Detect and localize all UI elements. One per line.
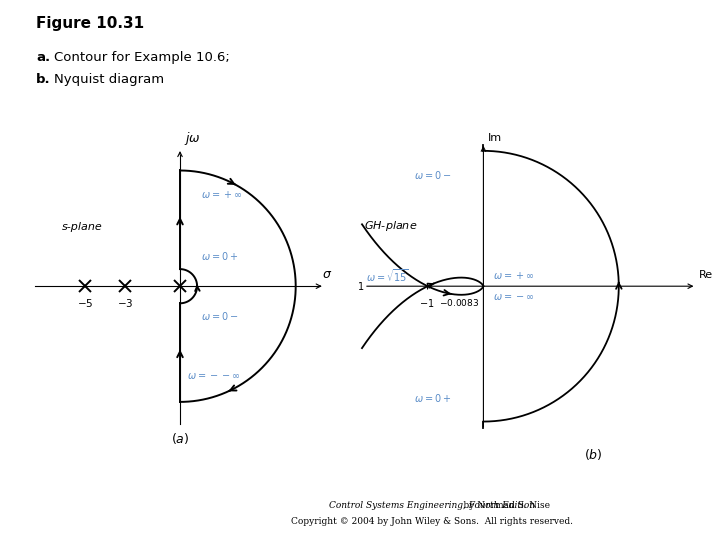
Text: $\omega=0+$: $\omega=0+$: [414, 392, 451, 404]
Text: Nyquist diagram: Nyquist diagram: [54, 73, 164, 86]
Text: $-5$: $-5$: [77, 296, 94, 309]
Text: $j\omega$: $j\omega$: [184, 130, 201, 147]
Text: Contour for Example 10.6;: Contour for Example 10.6;: [54, 51, 230, 64]
Text: $-1$: $-1$: [419, 297, 434, 309]
Text: Figure 10.31: Figure 10.31: [36, 16, 144, 31]
Text: Im: Im: [487, 133, 502, 143]
Text: $\omega=+\infty$: $\omega=+\infty$: [493, 270, 534, 281]
Text: $\omega=+\infty$: $\omega=+\infty$: [201, 188, 242, 200]
Text: $\omega=0-$: $\omega=0-$: [201, 310, 238, 322]
Text: by Norman S. Nise: by Norman S. Nise: [314, 501, 550, 510]
Text: $-3$: $-3$: [117, 296, 133, 309]
Text: $\omega=--\infty$: $\omega=--\infty$: [186, 370, 240, 381]
Text: $\omega=\sqrt{15}$: $\omega=\sqrt{15}$: [366, 267, 409, 284]
Text: $\omega=-\infty$: $\omega=-\infty$: [493, 292, 534, 302]
Text: Control Systems Engineering, Fourth Edition: Control Systems Engineering, Fourth Edit…: [329, 501, 535, 510]
Text: b.: b.: [36, 73, 50, 86]
Text: $\omega=0+$: $\omega=0+$: [201, 250, 238, 262]
Text: $(\mathit{b})$: $(\mathit{b})$: [584, 448, 602, 462]
Text: Re: Re: [698, 270, 713, 280]
Text: $(a)$: $(a)$: [171, 431, 189, 446]
Text: $1$: $1$: [356, 280, 364, 292]
Text: $\sigma$: $\sigma$: [322, 268, 332, 281]
Text: s-plane: s-plane: [62, 222, 102, 232]
Text: $GH$-plane: $GH$-plane: [364, 219, 418, 233]
Text: a.: a.: [36, 51, 50, 64]
Text: $-0.0083$: $-0.0083$: [439, 297, 480, 308]
Text: $\omega=0-$: $\omega=0-$: [414, 168, 451, 181]
Text: Copyright © 2004 by John Wiley & Sons.  All rights reserved.: Copyright © 2004 by John Wiley & Sons. A…: [291, 517, 573, 526]
